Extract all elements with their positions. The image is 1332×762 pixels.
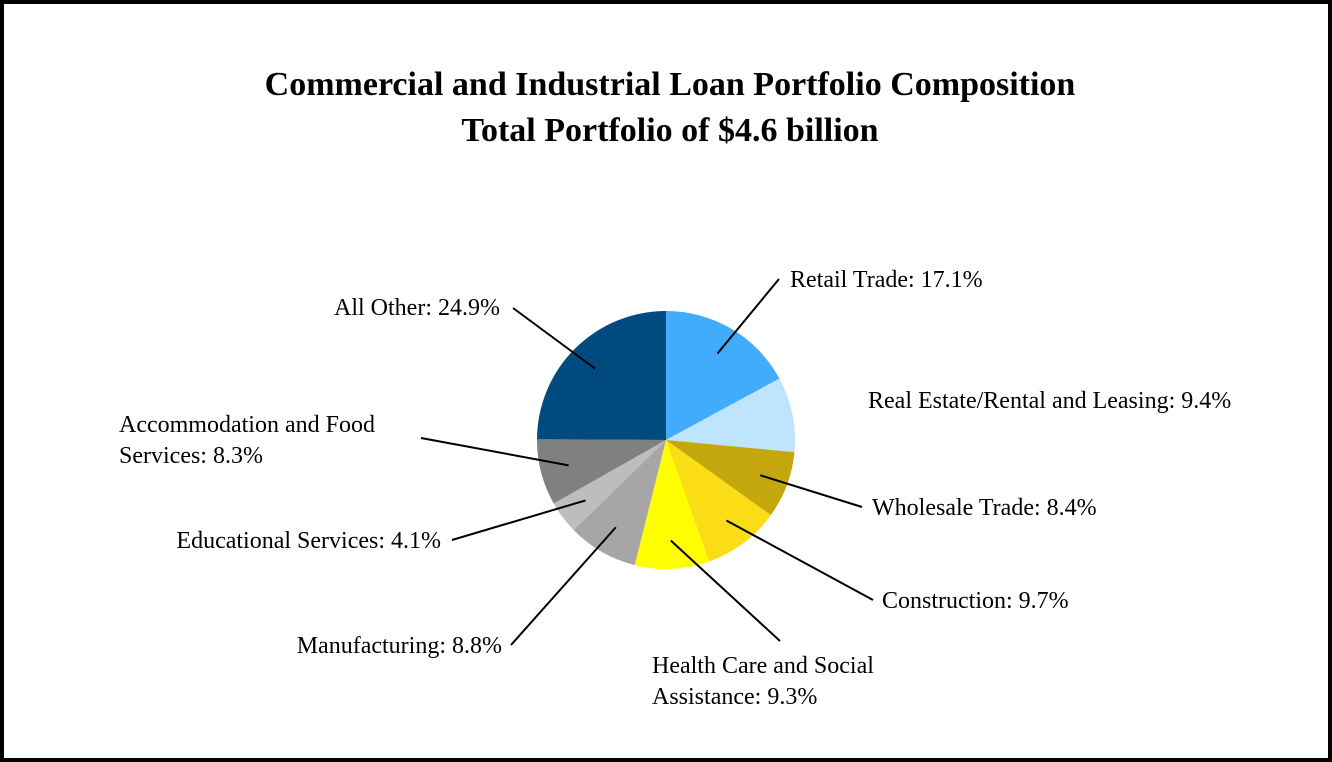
slice-label: All Other: 24.9%: [334, 295, 500, 321]
slice-label-line: Accommodation and Food: [119, 412, 375, 438]
slice-label: Health Care and Social Assistance: 9.3%: [652, 653, 874, 710]
pie-slice-retail-trade: [666, 311, 780, 440]
pie-slices: [536, 311, 796, 570]
pie-slice-accommodation-and-food-services: [536, 439, 666, 504]
chart-title: Commercial and Industrial Loan Portfolio…: [264, 66, 1076, 103]
leader-line: [716, 278, 780, 355]
slice-label: Real Estate/Rental and Leasing: 9.4%: [868, 388, 1231, 414]
leader-line: [725, 519, 874, 601]
pie-slice-health-care-and-social-assistance: [634, 440, 709, 570]
leader-line: [420, 437, 569, 467]
pie-slice-educational-services: [553, 440, 666, 531]
slice-label: Retail Trade: 17.1%: [790, 267, 983, 293]
slice-labels: Retail Trade: 17.1% Real Estate/Rental an…: [119, 267, 1231, 710]
leader-line: [510, 526, 617, 646]
pie-slice-wholesale-trade: [666, 440, 795, 516]
slice-label-line: All Other: 24.9%: [334, 295, 500, 321]
slice-label-line: Services: 8.3%: [119, 443, 263, 469]
slice-label-line: Assistance: 9.3%: [652, 684, 817, 710]
slice-label: Manufacturing: 8.8%: [297, 633, 502, 659]
pie-slice-manufacturing: [573, 440, 666, 566]
leader-line: [451, 499, 586, 541]
leader-lines: [420, 278, 874, 646]
slice-label: Accommodation and Food Services: 8.3%: [119, 412, 375, 469]
slice-label: Construction: 9.7%: [882, 588, 1069, 614]
chart-subtitle: Total Portfolio of $4.6 billion: [461, 112, 879, 149]
slice-label: Wholesale Trade: 8.4%: [872, 495, 1097, 521]
leader-line: [670, 539, 781, 642]
slice-label-line: Wholesale Trade: 8.4%: [872, 495, 1097, 521]
pie-slice-real-estate-rental-and-leasing: [666, 378, 796, 453]
chart-title-block: Commercial and Industrial Loan Portfolio…: [4, 62, 1332, 154]
slice-label-line: Educational Services: 4.1%: [176, 528, 441, 554]
leader-line: [512, 307, 596, 370]
slice-label-line: Construction: 9.7%: [882, 588, 1069, 614]
slice-label-line: Real Estate/Rental and Leasing: 9.4%: [868, 388, 1231, 414]
slice-label-line: Manufacturing: 8.8%: [297, 633, 502, 659]
slice-label-line: Health Care and Social: [652, 653, 874, 679]
slice-label: Educational Services: 4.1%: [176, 528, 441, 554]
leader-line: [759, 474, 863, 508]
pie-slice-all-other: [537, 311, 666, 440]
slice-label-line: Retail Trade: 17.1%: [790, 267, 983, 293]
